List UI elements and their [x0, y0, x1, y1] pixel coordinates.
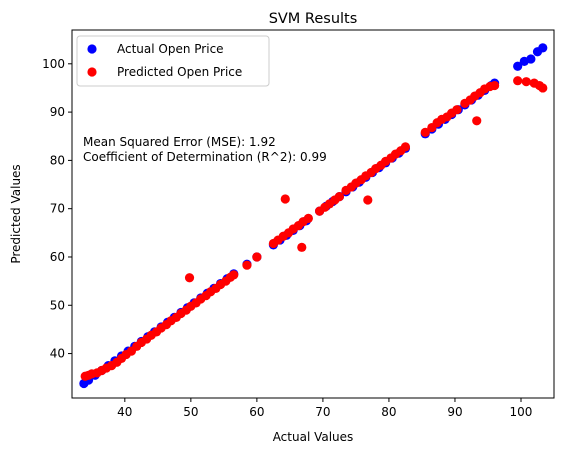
- point-predicted: [400, 142, 411, 152]
- y-axis-label: Predicted Values: [9, 164, 23, 263]
- point-predicted: [242, 260, 252, 270]
- point-predicted: [297, 242, 307, 252]
- x-axis-label: Actual Values: [273, 430, 354, 444]
- x-tick-label: 50: [183, 405, 198, 419]
- point-actual: [538, 43, 548, 53]
- point-predicted: [538, 83, 548, 93]
- r2-annotation: Coefficient of Determination (R^2): 0.99: [83, 150, 327, 164]
- chart-title: SVM Results: [269, 11, 358, 27]
- axis-ticks: 40 50 60 70 80 90 100 40 50 60 70 80 90 100: [42, 57, 532, 419]
- point-predicted: [252, 252, 262, 262]
- plot-area-frame: [71, 29, 555, 399]
- point-predicted: [184, 273, 195, 283]
- x-tick-label: 70: [315, 405, 330, 419]
- x-tick-label: 60: [249, 405, 264, 419]
- y-tick-label: 90: [50, 105, 65, 119]
- plot-points: [79, 43, 548, 389]
- point-predicted: [489, 80, 500, 91]
- y-tick-label: 40: [50, 347, 65, 361]
- point-predicted: [420, 127, 430, 137]
- x-tick-label: 80: [381, 405, 396, 419]
- point-predicted: [280, 194, 290, 204]
- point-predicted: [521, 77, 531, 87]
- x-tick-label: 40: [117, 405, 132, 419]
- y-tick-label: 80: [50, 153, 65, 167]
- point-predicted: [334, 192, 345, 202]
- y-tick-label: 50: [50, 298, 65, 312]
- mse-annotation: Mean Squared Error (MSE): 1.92: [83, 135, 276, 149]
- point-predicted: [513, 76, 523, 86]
- point-predicted: [452, 105, 462, 115]
- y-tick-label: 70: [50, 202, 65, 216]
- legend-label-predicted: Predicted Open Price: [117, 65, 242, 79]
- point-actual: [513, 61, 523, 71]
- x-tick-label: 100: [510, 405, 533, 419]
- point-predicted: [472, 116, 482, 126]
- legend-marker-actual: [87, 44, 97, 54]
- legend-label-actual: Actual Open Price: [117, 42, 224, 56]
- legend-marker-predicted: [87, 67, 97, 77]
- x-tick-label: 90: [447, 405, 462, 419]
- legend: Actual Open Price Predicted Open Price: [76, 35, 270, 87]
- point-predicted: [363, 195, 373, 205]
- y-tick-label: 100: [42, 57, 65, 71]
- point-predicted: [303, 213, 313, 223]
- point-actual: [526, 54, 536, 64]
- legend-box: [76, 35, 270, 87]
- y-tick-label: 60: [50, 250, 65, 264]
- point-predicted: [229, 270, 239, 280]
